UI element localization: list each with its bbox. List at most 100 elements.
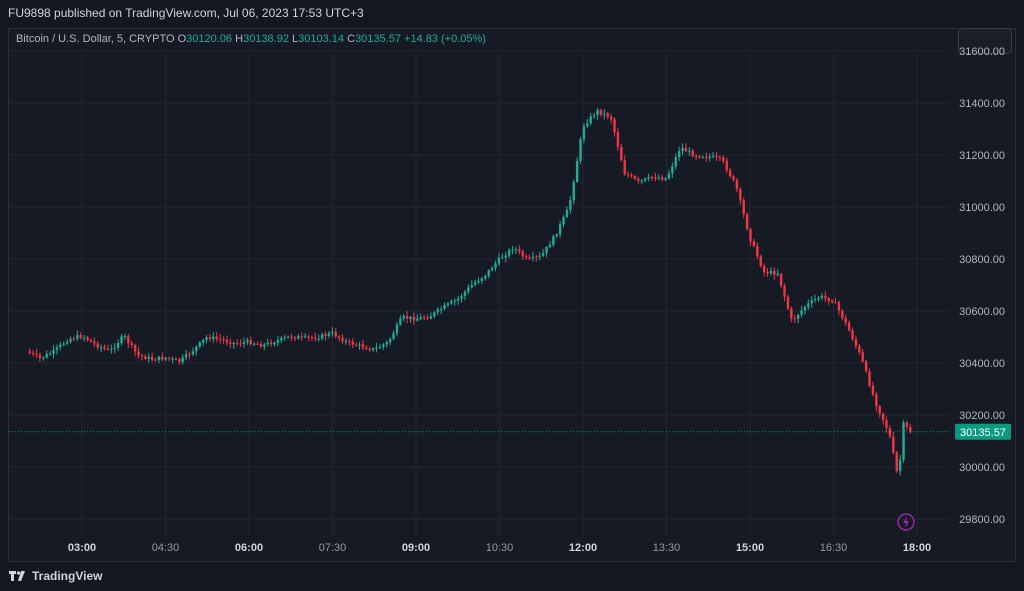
candle-body xyxy=(501,257,504,259)
candle-body xyxy=(664,178,667,180)
candle-body xyxy=(677,151,681,158)
change-value: +14.83 (+0.05%) xyxy=(404,33,486,45)
x-tick-label: 16:30 xyxy=(820,542,848,554)
candle-body xyxy=(106,348,110,350)
candle-body xyxy=(120,336,123,343)
candle-body xyxy=(249,340,252,345)
last-price-label: 30135.57 xyxy=(960,427,1006,439)
candle-body xyxy=(569,200,572,210)
candle-body xyxy=(535,256,538,258)
candle-body xyxy=(218,338,222,340)
candle-body xyxy=(110,348,113,350)
candle-body xyxy=(674,157,677,167)
candle-body xyxy=(215,336,218,339)
candle-body xyxy=(885,420,888,429)
candle-body xyxy=(348,341,351,343)
candle-body xyxy=(35,353,38,355)
candle-body xyxy=(626,174,630,176)
candle-body xyxy=(443,305,446,309)
candle-body xyxy=(395,324,399,334)
y-tick-label: 29800.00 xyxy=(959,514,1005,526)
x-tick-label: 04:30 xyxy=(152,542,180,554)
candle-body xyxy=(484,275,487,279)
candle-body xyxy=(198,342,201,347)
chart-panel[interactable] xyxy=(8,28,1016,562)
candle-body xyxy=(181,357,184,363)
candle-body xyxy=(895,452,898,471)
candle-body xyxy=(790,308,793,319)
candle-body xyxy=(212,336,215,340)
candle-body xyxy=(688,150,691,152)
candle-body xyxy=(555,234,558,237)
candle-body xyxy=(144,356,147,359)
candle-body xyxy=(728,170,732,177)
chart-settings-button[interactable] xyxy=(958,28,1012,54)
candle-body xyxy=(69,338,72,342)
tradingview-logo-icon xyxy=(9,571,25,581)
candle-body xyxy=(327,333,331,336)
x-tick-label: 03:00 xyxy=(68,542,96,554)
candle-body xyxy=(660,177,664,180)
candle-body xyxy=(171,358,174,360)
candle-body xyxy=(242,342,246,344)
candle-body xyxy=(365,347,368,350)
candle-body xyxy=(259,344,263,347)
candle-body xyxy=(297,336,300,339)
candle-body xyxy=(521,251,524,257)
candle-body xyxy=(779,273,783,286)
candle-body xyxy=(756,246,759,257)
candle-body xyxy=(596,110,599,116)
symbol-label: Bitcoin / U.S. Dollar, 5, CRYPTO xyxy=(16,33,175,45)
candle-body xyxy=(229,342,232,345)
candle-body xyxy=(586,123,589,127)
candle-body xyxy=(830,300,834,303)
candle-body xyxy=(718,157,722,159)
alert-circle xyxy=(897,513,915,531)
candle-body xyxy=(548,244,552,248)
candle-body xyxy=(130,343,133,345)
candle-body xyxy=(42,357,45,359)
candle-body xyxy=(164,357,167,360)
candle-body xyxy=(354,344,358,346)
y-tick-label: 30000.00 xyxy=(959,462,1005,474)
open-label: O xyxy=(177,33,187,45)
candle-body xyxy=(722,157,725,161)
candle-body xyxy=(745,214,749,229)
candle-body xyxy=(871,385,875,395)
close-value: 30135.57 xyxy=(355,33,401,45)
candle-body xyxy=(715,156,718,158)
x-tick-label: 10:30 xyxy=(486,542,514,554)
candle-body xyxy=(497,257,501,264)
candle-body xyxy=(531,256,535,259)
brand-name: TradingView xyxy=(32,569,103,583)
candle-body xyxy=(239,343,242,345)
candle-body xyxy=(640,180,643,182)
candle-body xyxy=(518,249,521,252)
candle-body xyxy=(167,357,171,359)
candle-body xyxy=(810,300,813,304)
candle-body xyxy=(446,303,450,306)
candle-body xyxy=(909,427,912,433)
candle-body xyxy=(592,115,596,117)
candle-body xyxy=(739,188,742,201)
candle-body xyxy=(399,318,402,325)
candle-body xyxy=(382,344,385,347)
candle-body xyxy=(31,352,35,354)
candle-body xyxy=(511,249,514,251)
candle-body xyxy=(807,303,810,307)
candle-body xyxy=(701,157,705,159)
candle-body xyxy=(470,284,473,288)
candle-body xyxy=(154,359,157,361)
candle-body xyxy=(59,344,62,348)
candle-body xyxy=(232,342,235,345)
candle-body xyxy=(436,309,439,313)
alert-bolt xyxy=(903,516,909,528)
candle-body xyxy=(38,354,42,358)
candle-body xyxy=(103,347,106,349)
candle-body xyxy=(875,394,878,407)
candle-body xyxy=(256,343,259,345)
candle-body xyxy=(477,280,480,283)
candle-body xyxy=(905,422,909,428)
candle-body xyxy=(174,358,178,360)
